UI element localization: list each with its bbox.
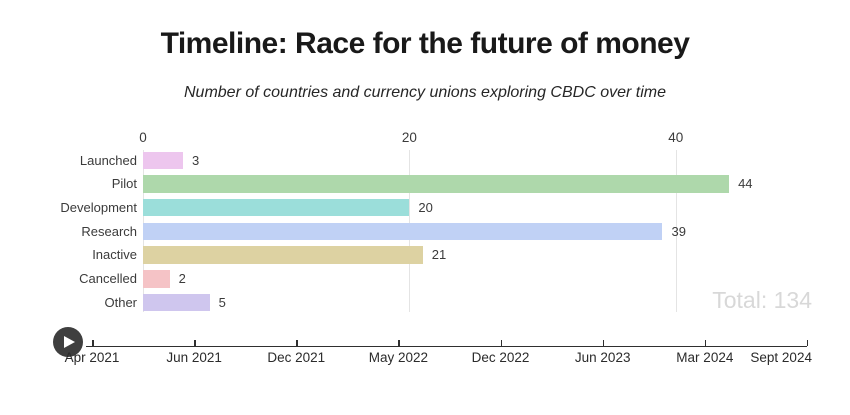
value-label: 39 — [671, 223, 686, 239]
timeline-tick — [806, 340, 809, 346]
bar-inactive — [143, 246, 423, 264]
category-label: Other — [104, 294, 137, 310]
bar-research — [143, 222, 663, 241]
value-label: 5 — [218, 294, 226, 310]
bar-development — [143, 198, 410, 217]
bar-launched — [143, 151, 183, 169]
value-label: 21 — [431, 247, 447, 263]
timeline-tick-label: Mar 2024 — [676, 350, 734, 365]
timeline-tick — [194, 340, 196, 346]
value-axis-tick-label: 20 — [401, 130, 417, 145]
bar-cancelled — [143, 270, 170, 288]
timeline-track[interactable] — [86, 345, 807, 347]
timeline-tick-label: Jun 2021 — [166, 350, 222, 365]
bar-pilot — [143, 175, 730, 193]
timeline-tick — [92, 340, 94, 346]
page-title: Timeline: Race for the future of money — [160, 27, 690, 60]
category-label: Pilot — [111, 176, 137, 192]
bar-other — [143, 293, 210, 312]
value-label: 20 — [418, 199, 433, 215]
total-label: Total: 134 — [712, 287, 812, 313]
timeline-tick-label: Apr 2021 — [64, 350, 120, 365]
value-axis-tick-label: 0 — [139, 130, 147, 145]
gridline — [675, 150, 677, 312]
category-label: Development — [60, 199, 137, 215]
timeline-tick-label: Sept 2024 — [750, 350, 812, 365]
category-label: Research — [81, 223, 137, 239]
value-axis-tick-label: 40 — [668, 130, 684, 145]
value-label: 2 — [178, 271, 186, 286]
value-label: 44 — [738, 176, 753, 192]
timeline-tick-label: Dec 2022 — [471, 350, 530, 365]
timeline-tick — [602, 340, 605, 346]
timeline-tick — [500, 340, 503, 346]
play-icon — [64, 336, 75, 348]
page-subtitle: Number of countries and currency unions … — [184, 84, 666, 101]
category-label: Cancelled — [79, 271, 137, 286]
value-label: 3 — [191, 152, 200, 168]
timeline-tick — [296, 340, 298, 346]
timeline-tick — [398, 340, 400, 346]
category-label: Inactive — [92, 247, 137, 263]
timeline-tick-label: May 2022 — [368, 350, 429, 365]
timeline-tick-label: Dec 2021 — [267, 350, 326, 365]
category-label: Launched — [79, 152, 137, 168]
timeline-tick-label: Jun 2023 — [574, 350, 631, 365]
play-button[interactable] — [53, 327, 83, 357]
timeline-tick — [704, 340, 707, 346]
